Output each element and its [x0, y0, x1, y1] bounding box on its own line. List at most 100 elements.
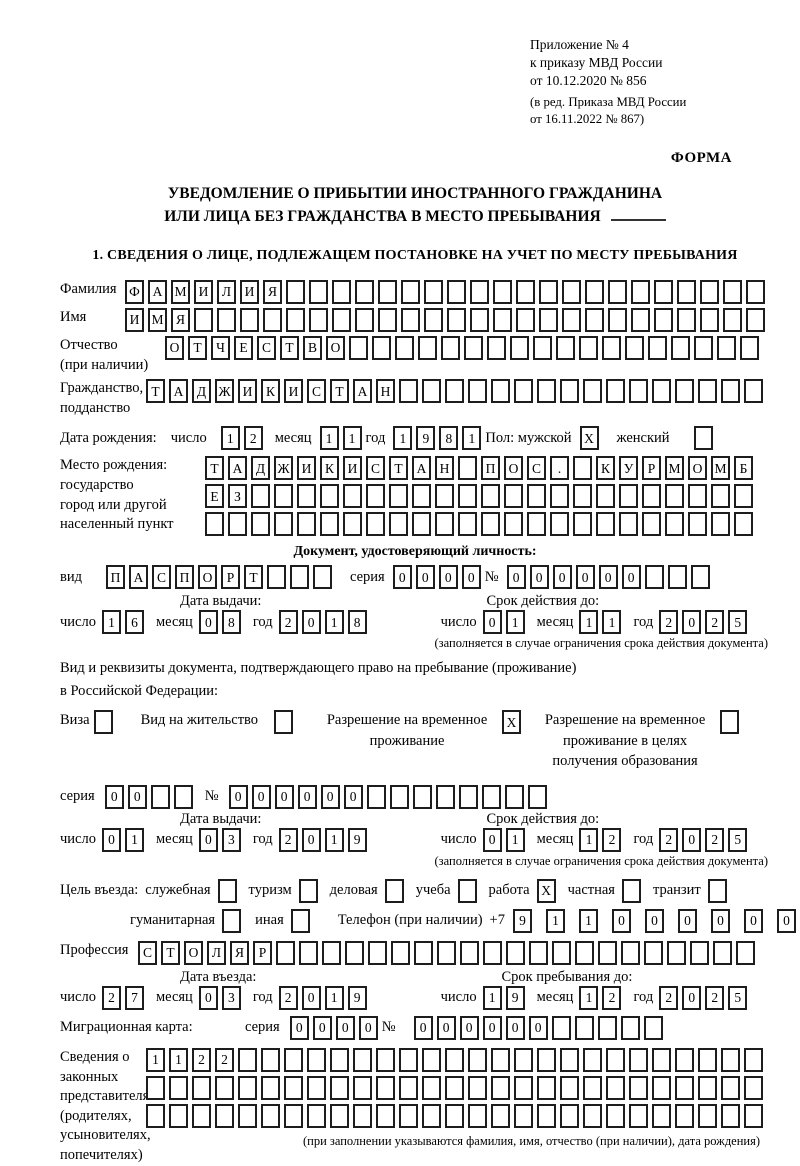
char-box[interactable] [562, 280, 581, 305]
char-box[interactable] [192, 1076, 211, 1101]
char-box[interactable] [447, 280, 466, 305]
char-box[interactable]: 2 [278, 986, 298, 1011]
char-box[interactable] [261, 1104, 280, 1129]
char-box[interactable] [412, 484, 431, 509]
char-box[interactable] [491, 1104, 510, 1129]
char-box[interactable] [251, 484, 270, 509]
char-box[interactable] [734, 484, 753, 509]
char-box[interactable]: 2 [101, 986, 121, 1011]
char-box[interactable] [424, 308, 443, 333]
char-box[interactable] [677, 308, 696, 333]
temp-residence-education-checkbox[interactable] [720, 710, 740, 735]
char-box[interactable]: 1 [324, 828, 344, 853]
char-box[interactable] [483, 941, 502, 966]
char-box[interactable]: Д [251, 456, 270, 481]
char-box[interactable] [642, 512, 661, 537]
char-box[interactable]: 0 [274, 785, 294, 810]
char-box[interactable] [481, 512, 500, 537]
char-box[interactable]: Т [280, 336, 299, 361]
char-box[interactable] [401, 280, 420, 305]
char-box[interactable] [552, 941, 571, 966]
char-box[interactable]: 0 [677, 909, 697, 934]
char-box[interactable] [585, 280, 604, 305]
char-box[interactable] [284, 1104, 303, 1129]
char-box[interactable]: 1 [101, 610, 121, 635]
char-box[interactable]: 5 [728, 828, 748, 853]
char-box[interactable] [215, 1104, 234, 1129]
char-box[interactable]: 1 [505, 610, 525, 635]
char-box[interactable] [378, 280, 397, 305]
char-box[interactable] [445, 1076, 464, 1101]
char-box[interactable] [579, 336, 598, 361]
char-box[interactable] [675, 1048, 694, 1073]
char-box[interactable] [744, 1104, 763, 1129]
char-box[interactable] [560, 1076, 579, 1101]
char-box[interactable]: 0 [297, 785, 317, 810]
char-box[interactable]: 0 [392, 565, 412, 590]
char-box[interactable]: 8 [439, 426, 459, 451]
char-box[interactable]: 2 [602, 986, 622, 1011]
char-box[interactable] [389, 484, 408, 509]
sex-male-checkbox[interactable]: X [579, 426, 599, 451]
char-box[interactable] [619, 512, 638, 537]
char-box[interactable] [694, 336, 713, 361]
purpose-tourism-checkbox[interactable] [298, 879, 318, 904]
char-box[interactable] [297, 484, 316, 509]
char-box[interactable] [493, 308, 512, 333]
char-box[interactable]: 8 [221, 610, 241, 635]
char-box[interactable]: 2 [215, 1048, 234, 1073]
char-box[interactable] [447, 308, 466, 333]
char-box[interactable] [698, 379, 717, 404]
char-box[interactable] [575, 941, 594, 966]
char-box[interactable] [460, 941, 479, 966]
char-box[interactable]: 1 [482, 986, 502, 1011]
char-box[interactable]: 0 [482, 1016, 502, 1041]
char-box[interactable] [631, 308, 650, 333]
char-box[interactable] [721, 1076, 740, 1101]
char-box[interactable]: 2 [705, 986, 725, 1011]
char-box[interactable]: 0 [101, 828, 121, 853]
char-box[interactable]: Б [734, 456, 753, 481]
char-box[interactable]: М [665, 456, 684, 481]
char-box[interactable] [481, 484, 500, 509]
char-box[interactable] [309, 280, 328, 305]
char-box[interactable]: 2 [243, 426, 263, 451]
sex-female-checkbox[interactable] [693, 426, 713, 451]
char-box[interactable] [389, 512, 408, 537]
char-box[interactable]: 1 [146, 1048, 165, 1073]
char-box[interactable] [675, 379, 694, 404]
char-box[interactable] [487, 336, 506, 361]
char-box[interactable] [422, 1048, 441, 1073]
char-box[interactable]: 0 [198, 986, 218, 1011]
char-box[interactable] [527, 484, 546, 509]
char-box[interactable]: 1 [505, 828, 525, 853]
char-box[interactable] [481, 785, 501, 810]
char-box[interactable] [698, 1076, 717, 1101]
char-box[interactable] [642, 484, 661, 509]
char-box[interactable] [422, 379, 441, 404]
char-box[interactable] [376, 1104, 395, 1129]
char-box[interactable]: А [412, 456, 431, 481]
char-box[interactable] [215, 1076, 234, 1101]
char-box[interactable]: И [125, 308, 144, 333]
char-box[interactable] [435, 484, 454, 509]
char-box[interactable] [307, 1076, 326, 1101]
char-box[interactable]: Ж [215, 379, 234, 404]
char-box[interactable] [343, 512, 362, 537]
char-box[interactable] [217, 308, 236, 333]
purpose-other-checkbox[interactable] [290, 909, 310, 934]
char-box[interactable] [468, 379, 487, 404]
char-box[interactable] [401, 308, 420, 333]
char-box[interactable]: 1 [169, 1048, 188, 1073]
char-box[interactable]: И [297, 456, 316, 481]
purpose-transit-checkbox[interactable] [707, 879, 727, 904]
char-box[interactable] [621, 941, 640, 966]
char-box[interactable] [493, 280, 512, 305]
char-box[interactable] [320, 512, 339, 537]
char-box[interactable] [746, 308, 765, 333]
char-box[interactable]: Я [171, 308, 190, 333]
char-box[interactable]: К [261, 379, 280, 404]
char-box[interactable] [412, 785, 432, 810]
char-box[interactable]: 0 [413, 1016, 433, 1041]
char-box[interactable]: 0 [104, 785, 124, 810]
